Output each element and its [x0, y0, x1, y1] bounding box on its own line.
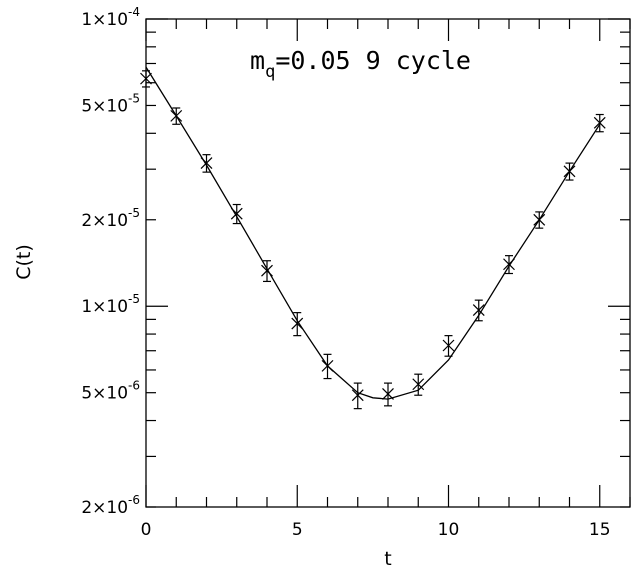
data-points: [140, 70, 606, 410]
y-tick-label: 5×10-6: [81, 379, 140, 404]
axis-ticks: [145, 18, 631, 508]
data-point: [593, 113, 606, 133]
y-tick-label: 1×10-5: [81, 292, 140, 317]
chart-annotation: mq=0.05 9 cycle: [250, 46, 471, 82]
plot-frame: [145, 18, 631, 508]
data-point: [230, 203, 243, 225]
point-marker: [140, 72, 152, 85]
data-point: [140, 70, 152, 88]
x-tick-label: 0: [141, 520, 152, 540]
data-point: [472, 299, 485, 322]
point-marker: [382, 388, 394, 400]
point-marker: [351, 389, 364, 402]
y-tick-label: 5×10-5: [81, 91, 140, 116]
data-point: [170, 107, 183, 125]
data-point: [442, 335, 455, 357]
x-axis-label: t: [384, 548, 391, 569]
data-point: [351, 382, 364, 410]
y-axis-label: C(t): [13, 244, 35, 280]
data-point: [503, 255, 515, 275]
data-point: [533, 211, 546, 229]
point-marker: [442, 339, 455, 352]
point-marker: [170, 109, 183, 122]
data-point: [261, 260, 273, 283]
x-tick-label: 5: [292, 520, 303, 540]
point-marker: [261, 264, 273, 277]
x-tick-label: 10: [438, 520, 460, 540]
data-point: [412, 373, 425, 396]
point-marker: [503, 258, 515, 271]
data-point: [200, 154, 213, 173]
point-marker: [412, 378, 425, 391]
point-marker: [200, 157, 213, 170]
data-point: [291, 312, 304, 337]
point-marker: [472, 304, 485, 316]
y-tick-label: 2×10-5: [81, 206, 140, 231]
data-point: [321, 353, 334, 380]
data-point: [382, 382, 394, 407]
y-tick-label: 2×10-6: [81, 493, 140, 518]
data-point: [563, 162, 576, 181]
x-tick-label: 15: [589, 520, 611, 540]
point-marker: [593, 116, 606, 129]
fit-curve: [145, 66, 601, 400]
point-marker: [291, 317, 304, 330]
point-marker: [533, 213, 546, 226]
axis-tick-labels: 0 5 10 15 1×10-4 5×10-5 2×10-5 1×10-5 5×10-6 2×10…: [81, 5, 610, 540]
point-marker: [563, 165, 576, 178]
point-marker: [230, 207, 243, 220]
y-tick-label: 1×10-4: [81, 5, 140, 30]
point-marker: [321, 359, 334, 372]
